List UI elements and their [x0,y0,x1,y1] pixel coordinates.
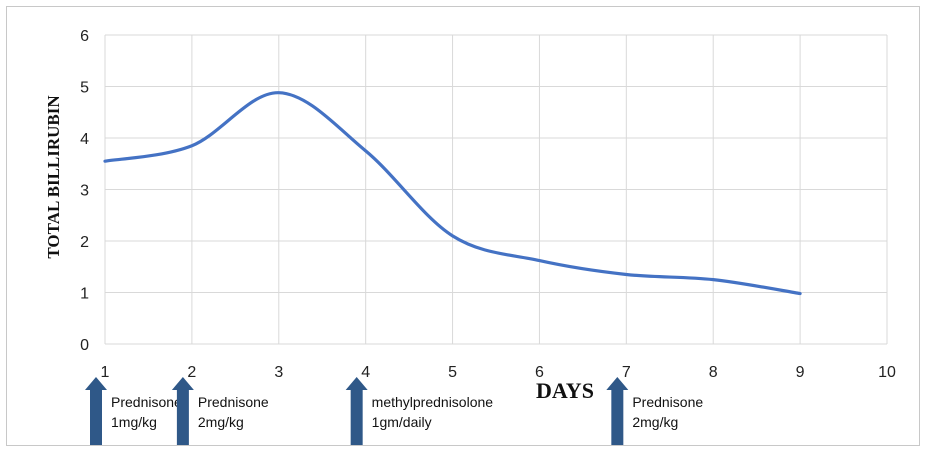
y-tick-labels: 0 1 2 3 4 5 6 [80,28,89,354]
up-arrow-icon [171,377,194,445]
up-arrow-icon [85,377,107,445]
up-arrow-icon [345,377,368,445]
annotation-text: Prednisone [198,394,269,410]
series [103,91,802,296]
y-tick-label: 1 [80,286,89,303]
x-tick-label: 9 [796,364,805,381]
y-tick-label: 6 [80,28,89,45]
y-axis-title: TOTAL BILLIRUBIN [44,95,63,259]
treatment-annotation: Prednisone 2mg/kg [171,377,269,445]
y-tick-label: 4 [80,131,89,148]
annotation-text: 2mg/kg [632,414,678,430]
x-tick-label: 7 [622,364,631,381]
grid [104,34,888,345]
annotation-text: 1mg/kg [111,414,157,430]
x-tick-label: 6 [535,364,544,381]
x-tick-label: 8 [709,364,718,381]
x-tick-label: 1 [101,364,110,381]
y-tick-label: 2 [80,234,89,251]
treatment-annotation: Prednisone 2mg/kg [606,377,703,445]
series-line [103,91,802,296]
annotation-text: Prednisone [111,394,182,410]
annotation-text: 1gm/daily [372,414,432,430]
treatment-annotation: Prednisone 1mg/kg [85,377,182,445]
x-tick-label: 5 [448,364,457,381]
y-tick-label: 5 [80,80,89,97]
treatment-annotation: methylprednisolone 1gm/daily [345,377,494,445]
x-tick-label: 4 [361,364,370,381]
annotation-text: methylprednisolone [372,394,494,410]
annotations: Prednisone 1mg/kg Prednisone 2mg/kg methylpr… [85,377,703,445]
annotation-text: Prednisone [632,394,703,410]
x-tick-label: 10 [878,364,896,381]
annotation-text: 2mg/kg [198,414,244,430]
up-arrow-icon [606,377,629,445]
x-axis-title: DAYS [536,378,594,403]
x-tick-label: 2 [187,364,196,381]
y-tick-label: 3 [80,183,89,200]
x-tick-labels: 1 2 3 4 5 6 7 8 9 10 [101,364,896,381]
x-tick-label: 3 [274,364,283,381]
y-tick-label: 0 [80,337,89,354]
